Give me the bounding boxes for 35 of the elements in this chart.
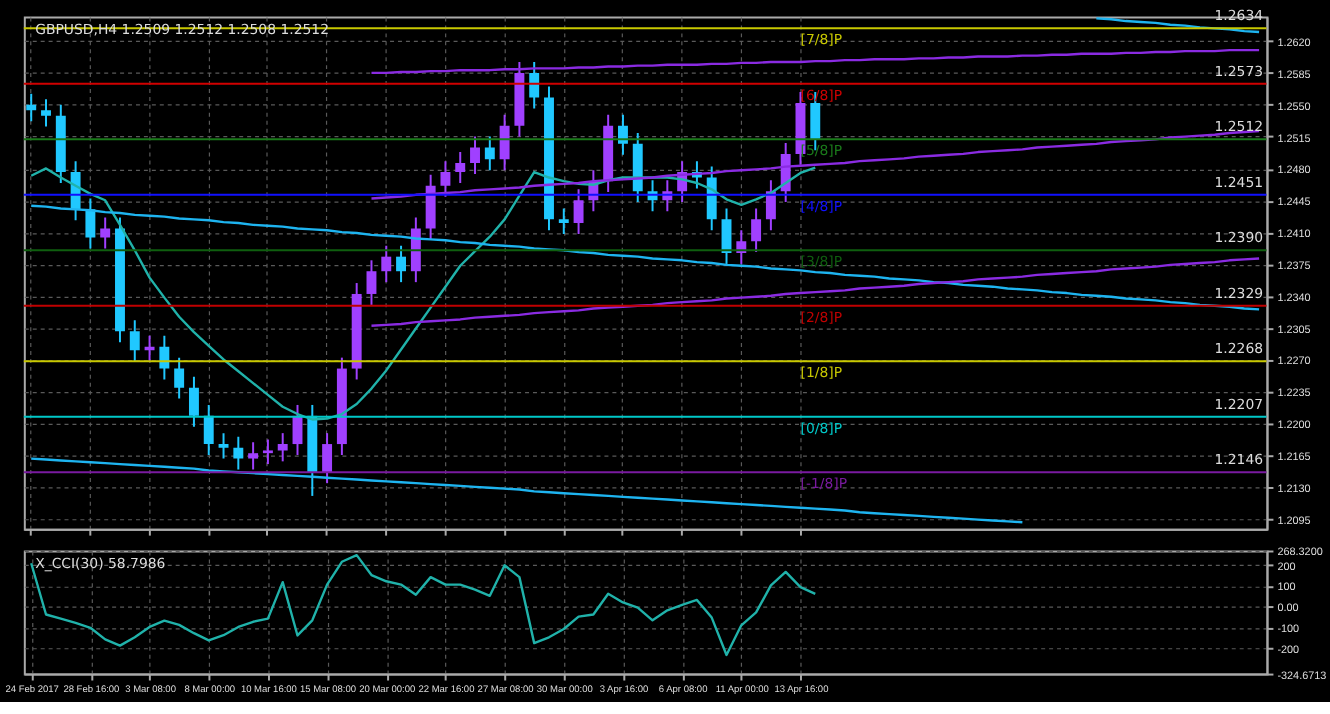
candlestick xyxy=(174,356,185,400)
candlestick xyxy=(218,432,229,460)
candlestick xyxy=(396,244,407,284)
candlestick xyxy=(499,113,510,172)
line-series xyxy=(30,553,817,657)
candlestick xyxy=(159,334,170,381)
candlestick xyxy=(277,432,288,463)
candlestick xyxy=(203,403,214,456)
candlestick xyxy=(26,92,37,123)
candlestick xyxy=(233,435,244,471)
candlestick xyxy=(366,259,377,306)
candlestick xyxy=(529,61,540,110)
candlestick xyxy=(484,135,495,172)
candlestick xyxy=(100,216,111,250)
candlestick xyxy=(558,207,569,235)
candlestick xyxy=(573,188,584,235)
candlestick xyxy=(410,216,421,284)
line-series xyxy=(370,257,1261,327)
candlestick xyxy=(188,375,199,428)
line-series xyxy=(1095,17,1261,34)
candlestick xyxy=(322,432,333,485)
candlestick xyxy=(455,151,466,184)
candlestick xyxy=(440,160,451,198)
candlestick xyxy=(85,197,96,250)
candlestick xyxy=(129,319,140,363)
candlestick xyxy=(425,173,436,241)
candlestick xyxy=(751,207,762,254)
candlestick xyxy=(470,135,480,175)
candlestick xyxy=(262,438,273,466)
line-series xyxy=(370,48,1261,75)
candlestick xyxy=(381,244,392,284)
candlestick xyxy=(248,441,259,471)
candlestick xyxy=(41,98,51,128)
candlestick xyxy=(632,131,643,204)
line-series xyxy=(30,457,1024,524)
